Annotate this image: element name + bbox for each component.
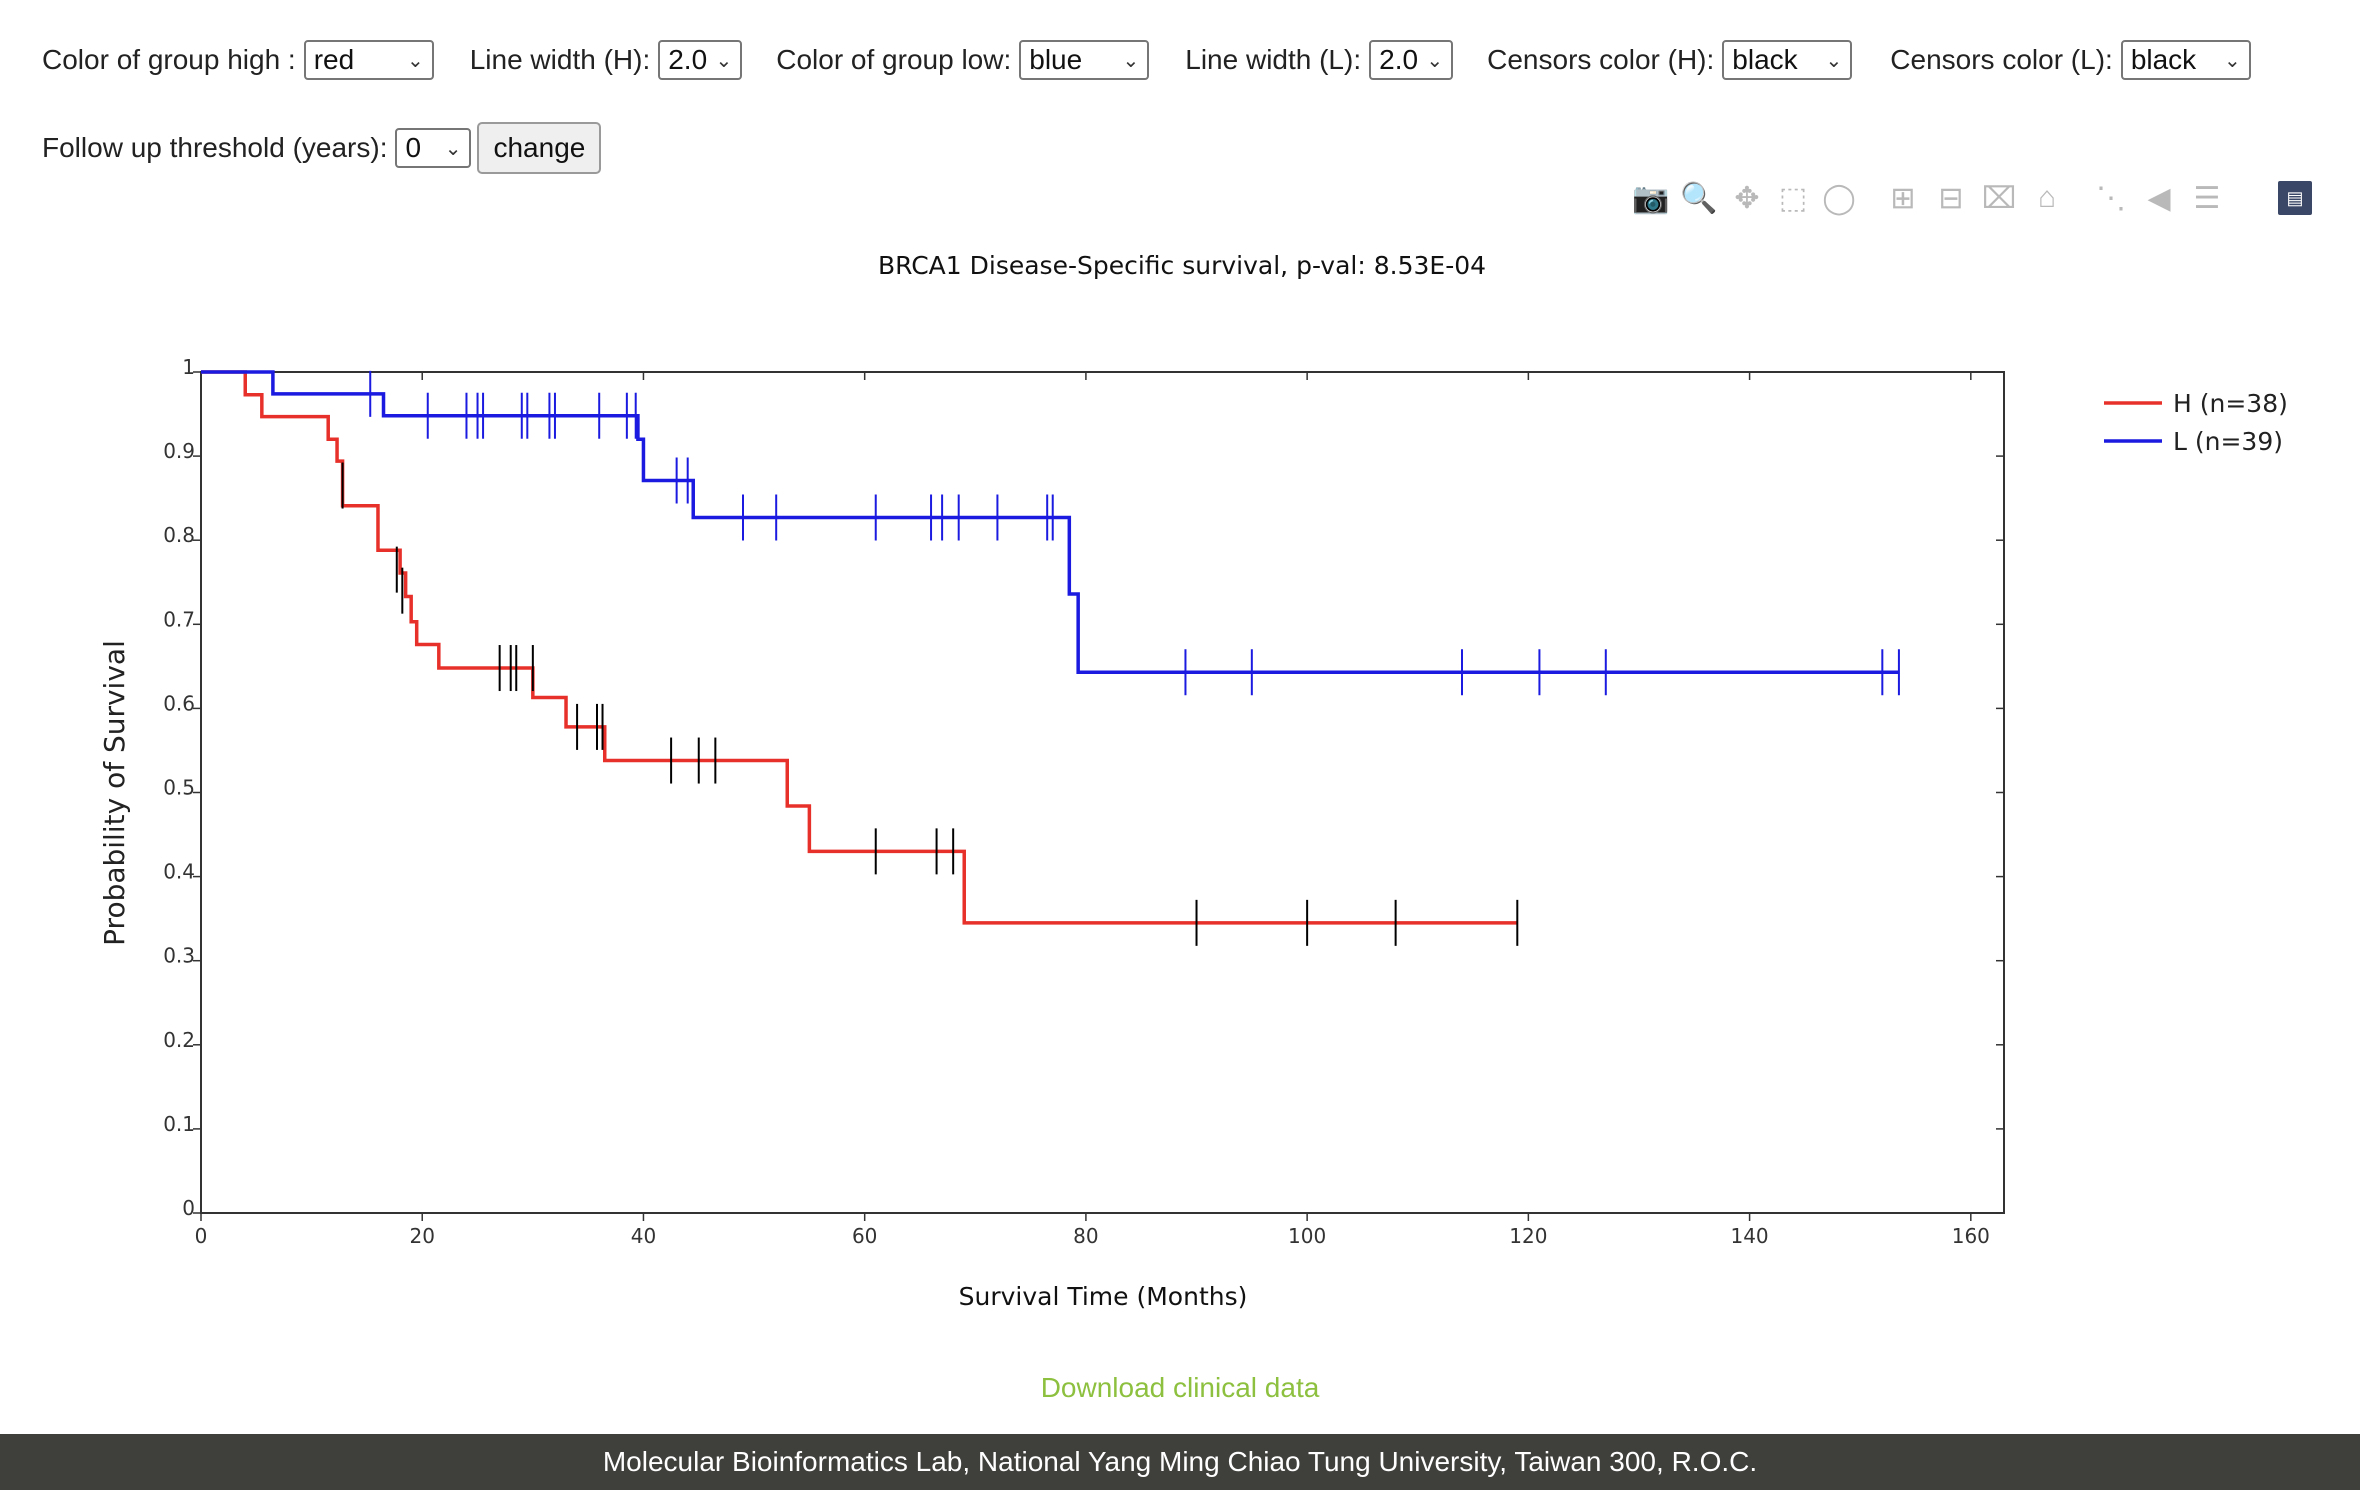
lw-high-select[interactable]: 2.0 ⌄ <box>658 40 743 80</box>
zoom-out-icon[interactable]: ⊟ <box>1938 181 1964 215</box>
controls-row-2: Follow up threshold (years): 0 ⌄ change <box>42 122 602 174</box>
plot-toolbar: 📷 🔍 ✥ ⬚ ◯ ⊞ ⊟ ⌧ ⌂ ⋱ ◀ ☰ ▤ <box>1632 178 2312 218</box>
x-tick-label: 160 <box>1952 1224 1990 1248</box>
autoscale-icon[interactable]: ⌧ <box>1981 181 2017 215</box>
lw-high-label: Line width (H): <box>469 44 651 75</box>
footer-text: Molecular Bioinformatics Lab, National Y… <box>602 1446 1758 1477</box>
chevron-down-icon: ⌄ <box>715 49 733 72</box>
controls-row-1: Color of group high : red ⌄ Line width (… <box>42 38 2251 82</box>
x-tick-label: 100 <box>1288 1224 1326 1248</box>
x-tick-label: 80 <box>1073 1224 1098 1248</box>
color-low-value: blue <box>1029 44 1083 75</box>
color-high-value: red <box>313 44 355 75</box>
axes-layer: 0 20 40 60 80 100 120 140 160 0 0.1 0.2 0.3 0.4 0.5 0.6… <box>163 355 2005 1248</box>
x-tick-label: 0 <box>195 1224 208 1248</box>
survival-chart: BRCA1 Disease-Specific survival, p-val: … <box>98 251 2288 1311</box>
y-tick-label: 0.7 <box>163 607 195 631</box>
camera-icon[interactable]: 📷 <box>1632 181 1670 215</box>
reset-axes-icon[interactable]: ⌂ <box>2037 181 2057 214</box>
legend-label: L (n=39) <box>2173 427 2283 456</box>
series-layer <box>201 370 1900 946</box>
color-high-select[interactable]: red ⌄ <box>303 40 434 80</box>
followup-select[interactable]: 0 ⌄ <box>395 128 472 168</box>
spike-lines-icon[interactable]: ⋱ <box>2096 181 2126 215</box>
y-tick-label: 0.5 <box>163 776 195 800</box>
y-tick-label: 1 <box>182 355 195 379</box>
y-tick-label: 0.2 <box>163 1028 195 1052</box>
followup-value: 0 <box>405 132 422 163</box>
x-tick-label: 140 <box>1730 1224 1768 1248</box>
x-tick-label: 60 <box>852 1224 877 1248</box>
chevron-down-icon: ⌄ <box>2224 49 2241 72</box>
lasso-select-icon[interactable]: ◯ <box>1822 181 1856 215</box>
lw-high-value: 2.0 <box>668 44 708 75</box>
y-tick-label: 0.6 <box>163 691 195 715</box>
legend-label: H (n=38) <box>2173 389 2288 418</box>
color-high-label: Color of group high : <box>42 44 296 75</box>
chevron-down-icon: ⌄ <box>406 49 424 72</box>
censor-high-label: Censors color (H): <box>1487 44 1715 75</box>
footer: Molecular Bioinformatics Lab, National Y… <box>0 1434 2360 1490</box>
y-tick-label: 0.8 <box>163 523 195 547</box>
color-low-label: Color of group low: <box>776 44 1012 75</box>
y-axis-label: Probability of Survival <box>98 640 131 946</box>
zoom-icon[interactable]: 🔍 <box>1680 181 1718 215</box>
legend[interactable]: H (n=38) L (n=39) <box>2104 389 2288 456</box>
color-low-select[interactable]: blue ⌄ <box>1019 40 1150 80</box>
y-tick-label: 0 <box>182 1196 195 1220</box>
chevron-down-icon: ⌄ <box>444 137 462 160</box>
chevron-down-icon: ⌄ <box>1426 49 1444 72</box>
series-line-1 <box>201 370 1899 674</box>
y-tick-label: 0.3 <box>163 944 195 968</box>
censor-low-value: black <box>2130 44 2197 75</box>
plot-frame <box>200 371 2005 1214</box>
y-tick-label: 0.1 <box>163 1112 195 1136</box>
lw-low-label: Line width (L): <box>1185 44 1362 75</box>
x-axis-label: Survival Time (Months) <box>959 1282 1248 1311</box>
zoom-in-icon[interactable]: ⊞ <box>1890 181 1916 215</box>
lw-low-select[interactable]: 2.0 ⌄ <box>1369 40 1454 80</box>
change-button[interactable]: change <box>477 122 602 174</box>
chevron-down-icon: ⌄ <box>1122 49 1140 72</box>
series-line-0 <box>201 370 1518 925</box>
censor-low-select[interactable]: black ⌄ <box>2120 40 2251 80</box>
x-tick-label: 40 <box>631 1224 656 1248</box>
chevron-down-icon: ⌄ <box>1825 49 1843 72</box>
censor-high-select[interactable]: black ⌄ <box>1722 40 1853 80</box>
x-tick-label: 20 <box>410 1224 435 1248</box>
box-select-icon[interactable]: ⬚ <box>1778 181 1808 215</box>
censor-low-label: Censors color (L): <box>1890 44 2113 75</box>
y-tick-label: 0.9 <box>163 439 195 463</box>
chart-title: BRCA1 Disease-Specific survival, p-val: … <box>878 251 1486 280</box>
lw-low-value: 2.0 <box>1379 44 1419 75</box>
plotly-logo-icon[interactable]: ▤ <box>2278 181 2312 215</box>
x-tick-label: 120 <box>1509 1224 1547 1248</box>
y-tick-label: 0.4 <box>163 860 195 884</box>
download-clinical-data-link[interactable]: Download clinical data <box>1040 1372 1320 1403</box>
followup-label: Follow up threshold (years): <box>42 132 388 163</box>
censor-high-value: black <box>1732 44 1798 75</box>
hover-compare-icon[interactable]: ☰ <box>2193 181 2221 215</box>
hover-closest-icon[interactable]: ◀ <box>2147 181 2171 215</box>
pan-icon[interactable]: ✥ <box>1734 181 1760 215</box>
